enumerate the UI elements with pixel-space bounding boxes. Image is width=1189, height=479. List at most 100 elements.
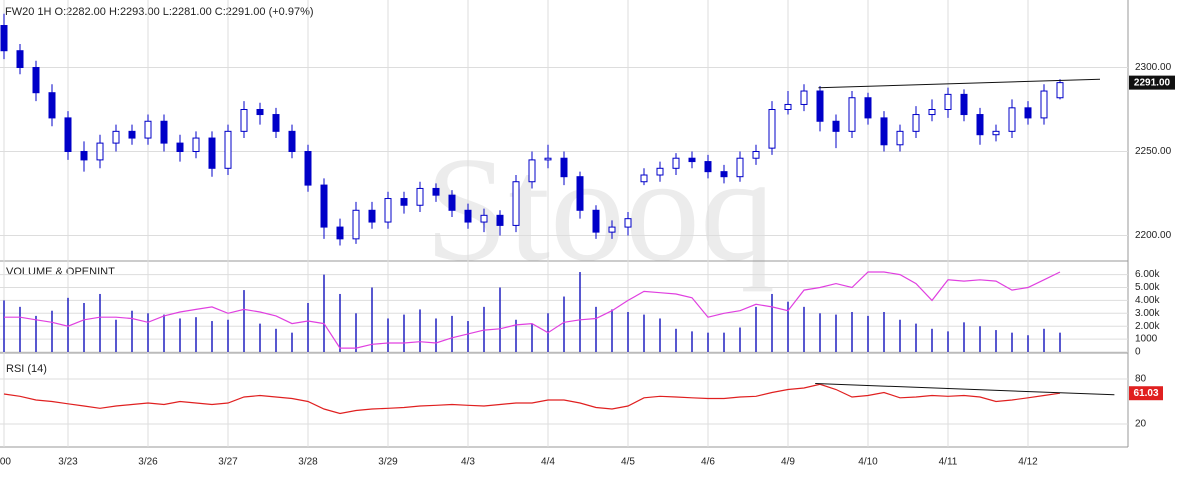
candle-body — [16, 50, 24, 69]
x-tick-label: 4/4 — [541, 457, 555, 468]
candle-body — [448, 194, 456, 211]
last-value-label: 61.03 — [1133, 388, 1158, 399]
candle-body — [896, 130, 904, 146]
candle-body — [160, 120, 168, 144]
candle-body — [64, 117, 72, 152]
x-tick-label: 4/11 — [939, 457, 958, 468]
y-tick-label: 2250.00 — [1135, 146, 1172, 157]
candle-body — [720, 171, 728, 178]
x-tick-label: :00 — [0, 457, 11, 468]
candle-body — [864, 97, 872, 119]
y-tick-label: 2200.00 — [1135, 230, 1172, 241]
y-tick-label: 5.00k — [1135, 282, 1160, 293]
candle-body — [1024, 107, 1032, 119]
candle-body — [640, 174, 648, 183]
candle-body — [320, 184, 328, 228]
candle-body — [480, 214, 488, 223]
candle-body — [352, 209, 360, 240]
y-tick-label: 3.00k — [1135, 308, 1160, 319]
candle-body — [384, 198, 392, 223]
candle-body — [672, 157, 680, 169]
candle-body — [336, 226, 344, 240]
candle-body — [48, 92, 56, 119]
candle-body — [1008, 107, 1016, 132]
candle-body — [432, 187, 440, 196]
candle-body — [1040, 90, 1048, 119]
candle-body — [1056, 82, 1064, 99]
candle-body — [976, 114, 984, 136]
panel-title: RSI (14) — [6, 363, 47, 375]
candle-body — [416, 187, 424, 206]
x-tick-label: 4/9 — [781, 457, 795, 468]
candle-body — [848, 97, 856, 132]
watermark: Stooq — [425, 126, 775, 292]
candle-body — [464, 209, 472, 223]
candle-body — [608, 226, 616, 233]
y-tick-label: 80 — [1135, 374, 1147, 385]
candle-body — [960, 93, 968, 116]
candle-body — [880, 117, 888, 146]
candle-body — [400, 198, 408, 206]
x-tick-label: 4/3 — [461, 457, 475, 468]
candle-body — [272, 114, 280, 132]
candle-body — [832, 120, 840, 132]
candle-body — [368, 209, 376, 223]
y-tick-label: 2.00k — [1135, 321, 1160, 332]
candle-body — [176, 142, 184, 152]
candle-body — [656, 167, 664, 176]
candle-body — [128, 130, 136, 139]
candle-body — [256, 109, 264, 116]
last-price-label: 2291.00 — [1134, 77, 1171, 88]
candle-body — [816, 90, 824, 122]
last-value-box — [1129, 386, 1163, 401]
candle-body — [752, 150, 760, 159]
candle-body — [768, 109, 776, 149]
candle-body — [32, 67, 40, 94]
candle-body — [496, 214, 504, 226]
candle-body — [944, 93, 952, 111]
panel-title: VOLUME & OPENINT — [6, 266, 115, 278]
trendline — [815, 383, 1115, 396]
x-tick-label: 4/10 — [858, 457, 878, 468]
candle-body — [208, 137, 216, 169]
candle-body — [576, 176, 584, 211]
y-tick-label: 0 — [1135, 347, 1141, 358]
candle-body — [192, 137, 200, 152]
candle-body — [288, 130, 296, 152]
candle-body — [80, 150, 88, 161]
chart-title: FW20 1H O:2282.00 H:2293.00 L:2281.00 C:… — [5, 6, 314, 18]
x-tick-label: 3/23 — [58, 457, 78, 468]
candle-body — [96, 142, 104, 161]
last-price-box — [1129, 75, 1175, 90]
candle-body — [736, 157, 744, 178]
candle-body — [592, 209, 600, 233]
candle-body — [928, 109, 936, 116]
candle-body — [224, 130, 232, 169]
candle-body — [704, 161, 712, 173]
candle-body — [784, 103, 792, 111]
candle-body — [688, 157, 696, 163]
candle-body — [144, 120, 152, 139]
candle-body — [544, 157, 552, 161]
y-tick-label: 20 — [1135, 419, 1147, 430]
trendline — [818, 78, 1101, 89]
x-tick-label: 3/27 — [218, 457, 238, 468]
candle-body — [528, 159, 536, 183]
y-tick-label: 6.00k — [1135, 269, 1160, 280]
candle-body — [512, 181, 520, 226]
candle-body — [0, 25, 8, 52]
x-tick-label: 3/29 — [378, 457, 398, 468]
y-tick-label: 4.00k — [1135, 295, 1160, 306]
x-tick-label: 3/26 — [138, 457, 158, 468]
candle-body — [800, 90, 808, 105]
x-tick-label: 3/28 — [298, 457, 318, 468]
x-tick-label: 4/6 — [701, 457, 715, 468]
candle-body — [912, 114, 920, 132]
candle-body — [304, 150, 312, 186]
candle-body — [560, 157, 568, 178]
rsi-line — [3, 383, 1061, 415]
candle-body — [624, 218, 632, 228]
candle-body — [112, 130, 120, 144]
